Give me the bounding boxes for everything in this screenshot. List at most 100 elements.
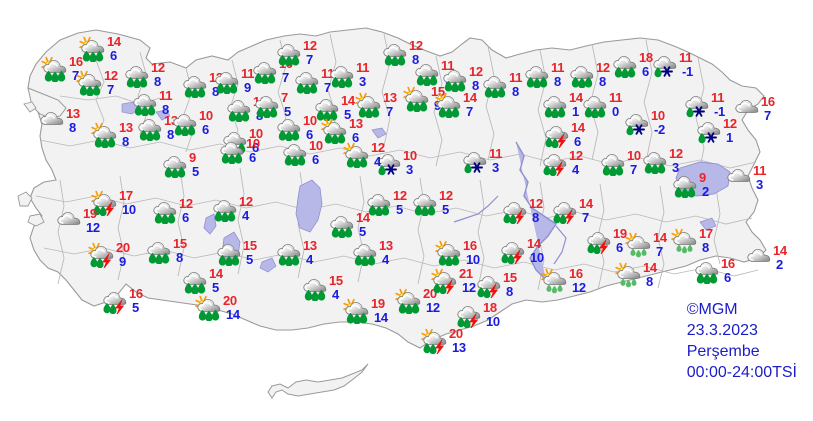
min-temperature: 5 [284,104,291,119]
raindrop-icon [225,255,233,266]
raindrop-icon [228,110,237,122]
cloud-icon [330,66,354,79]
raindrop-icon [463,317,471,328]
cloud-icon [303,279,327,292]
max-temperature: 10 [199,108,213,123]
raindrop-icon [423,342,431,354]
raindrop-icon [421,205,429,216]
raindrop-icon [346,312,355,324]
raindrop-icon [654,66,662,78]
raindrop-icon [557,106,566,118]
max-temperature: 12 [179,196,193,211]
cloud-icon [367,194,391,207]
raindrop-icon [477,286,485,298]
raindrop-icon [445,255,453,266]
raindrop-icon [398,302,407,314]
raindrop-icon [609,165,617,176]
min-temperature: 6 [616,240,623,255]
min-temperature: 7 [656,244,663,259]
cloud-icon [183,272,207,285]
max-temperature: 20 [116,240,130,255]
raindrop-icon [161,252,170,264]
cloud-icon [437,96,461,109]
cloud-icon [220,142,244,155]
min-temperature: -1 [714,104,725,119]
station-temperatures: 11 8 [551,61,585,88]
cloud-icon [587,232,611,245]
station-temperatures: 11 3 [489,147,523,174]
min-temperature: 7 [582,210,589,225]
raindrop-icon [551,137,559,148]
raindrop-icon [96,257,104,268]
max-temperature: 15 [173,236,187,251]
raindrop-icon [317,289,326,301]
raindrop-icon [223,83,231,94]
max-temperature: 13 [383,90,397,105]
raindrop-icon [644,162,653,174]
raindrop-icon [227,210,236,222]
max-temperature: 12 [393,188,407,203]
snowflake-icon [385,164,397,175]
cloud-icon [543,154,567,167]
lake-egirdir [203,213,217,235]
raindrop-icon [109,303,117,314]
max-temperature: 11 [551,60,565,75]
snowflake-icon [661,66,673,77]
min-temperature: 8 [512,84,519,99]
raindrop-icon [384,54,393,66]
cloud-icon [443,70,467,83]
raindrop-icon [709,272,718,284]
max-temperature: 7 [281,90,288,105]
cloud-icon [695,262,719,275]
lightning-icon [555,161,564,176]
raindrop-icon [93,204,101,216]
min-temperature: 1 [726,130,733,145]
raindrop-icon [367,254,376,266]
raindrop-icon [353,157,361,168]
raindrop-icon [484,86,493,98]
raindrop-icon [602,164,611,176]
cloud-icon [255,96,279,109]
station-temperatures: 10 3 [403,149,437,176]
cloud-icon [213,200,237,213]
min-temperature: 7 [466,104,473,119]
station-temperatures: 13 7 [383,91,417,118]
max-temperature: 19 [613,226,627,241]
raindrop-icon [284,154,293,166]
lightning-icon [445,279,454,294]
raindrop-icon [593,243,601,254]
cloud-icon [345,146,369,159]
cloud-icon [415,64,439,77]
min-temperature: 7 [306,52,313,67]
station-temperatures: 19 14 [371,297,405,324]
cloud-icon [323,122,347,135]
min-temperature: 8 [412,52,419,67]
max-temperature: 20 [223,293,237,308]
min-temperature: -2 [654,122,665,137]
cloud-icon [617,266,641,279]
raindrop-icon [584,106,593,118]
raindrop-icon [491,87,499,98]
raindrop-icon [703,273,711,284]
station-temperatures: 14 2 [773,244,807,271]
max-temperature: 9 [189,150,196,165]
cloud-icon [81,40,105,53]
station-temperatures: 11 0 [609,91,643,118]
cloud-icon [673,176,697,189]
raindrop-icon [451,254,460,266]
raindrop-icon [445,107,453,118]
raindrop-icon [231,254,240,266]
cloud-icon [43,60,67,73]
station-temperatures: 12 4 [569,149,603,176]
raindrop-icon [278,254,287,266]
min-temperature: 14 [374,310,388,325]
raindrop-icon [254,72,263,84]
station-temperatures: 14 7 [463,91,497,118]
cloud-icon [545,126,569,139]
max-temperature: 19 [371,296,385,311]
max-temperature: 18 [483,300,497,315]
station-temperatures: 12 4 [239,195,273,222]
cyprus-outline [267,363,369,399]
